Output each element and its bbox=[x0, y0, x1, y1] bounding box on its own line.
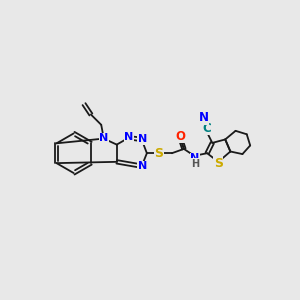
Text: S: S bbox=[154, 147, 164, 160]
Text: N: N bbox=[190, 153, 200, 164]
Text: N: N bbox=[138, 161, 147, 171]
Text: C: C bbox=[202, 122, 211, 135]
Text: S: S bbox=[214, 157, 223, 170]
Text: N: N bbox=[99, 133, 108, 143]
Text: N: N bbox=[138, 134, 147, 144]
Text: H: H bbox=[191, 159, 199, 169]
Text: O: O bbox=[176, 130, 185, 142]
Text: N: N bbox=[199, 111, 209, 124]
Text: N: N bbox=[124, 132, 134, 142]
